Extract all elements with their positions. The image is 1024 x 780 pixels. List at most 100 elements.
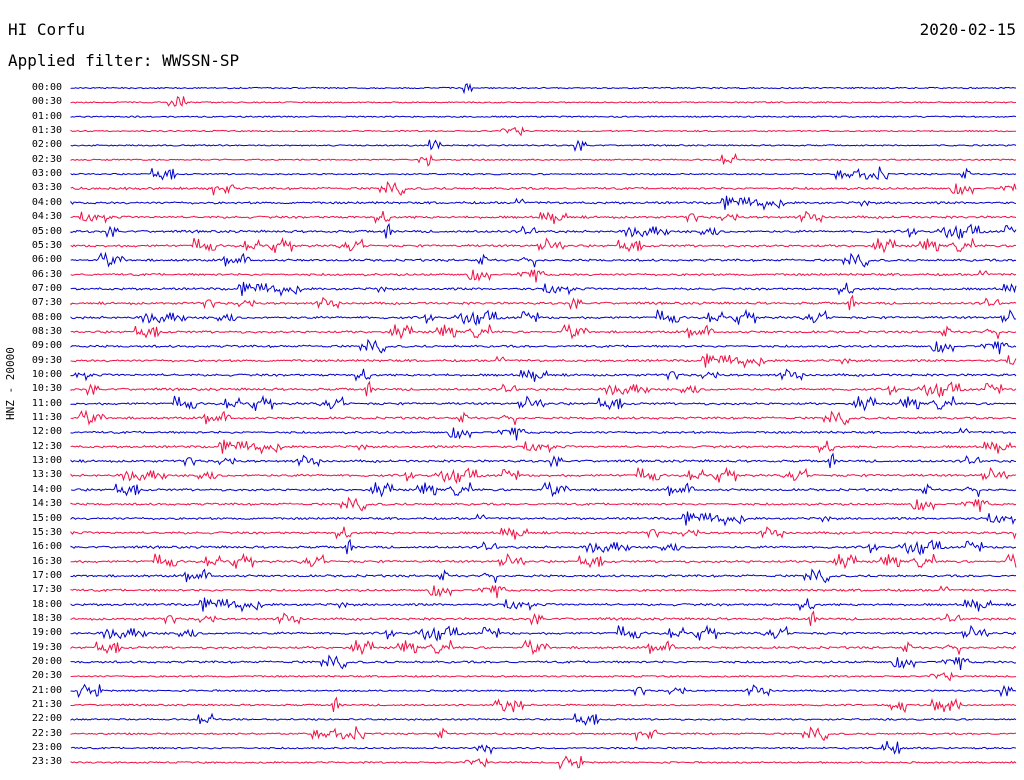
- time-label: 17:30: [31, 584, 62, 596]
- time-label: 01:30: [31, 125, 62, 137]
- trace-line: [70, 210, 1017, 225]
- trace-line: [70, 496, 1017, 513]
- time-label: 14:00: [31, 483, 62, 495]
- time-label: 23:00: [31, 742, 62, 754]
- trace-line: [70, 452, 1016, 469]
- time-label: 11:00: [31, 397, 62, 409]
- trace-line: [70, 152, 1017, 167]
- time-label: 07:00: [31, 282, 62, 294]
- time-label: 10:30: [31, 383, 62, 395]
- trace-line: [70, 427, 1017, 441]
- trace-line: [70, 308, 1016, 327]
- trace-line: [70, 222, 1017, 241]
- time-label: 12:00: [31, 426, 62, 438]
- trace-line: [70, 481, 1017, 498]
- trace-line: [70, 294, 1017, 311]
- time-label: 04:30: [31, 211, 62, 223]
- trace-line: [70, 237, 1017, 254]
- time-label: 05:00: [31, 225, 62, 237]
- time-label: 07:30: [31, 297, 62, 309]
- trace-line: [70, 654, 1017, 670]
- trace-line: [70, 195, 1017, 211]
- trace-line: [70, 683, 1017, 699]
- trace-line: [70, 696, 1017, 714]
- trace-line: [70, 610, 1017, 626]
- trace-line: [70, 380, 1017, 398]
- station-name: HI Corfu: [8, 20, 86, 39]
- time-label: 08:00: [31, 311, 62, 323]
- time-label: 18:30: [31, 612, 62, 624]
- time-label: 11:30: [31, 412, 62, 424]
- record-date: 2020-02-15: [919, 20, 1016, 39]
- time-label: 20:30: [31, 670, 62, 682]
- time-label: 05:30: [31, 239, 62, 251]
- time-label: 03:30: [31, 182, 62, 194]
- time-label: 22:00: [31, 713, 62, 725]
- time-label: 08:30: [31, 325, 62, 337]
- trace-line: [70, 394, 1017, 412]
- time-label: 02:30: [31, 153, 62, 165]
- trace-line: [70, 511, 1017, 527]
- time-label: 00:00: [31, 82, 62, 93]
- trace-line: [70, 82, 1016, 95]
- trace-line: [70, 180, 1017, 196]
- trace-line: [70, 597, 1016, 613]
- time-label: 15:00: [31, 512, 62, 524]
- time-label: 00:30: [31, 96, 62, 108]
- trace-line: [70, 338, 1017, 355]
- trace-line: [70, 526, 1017, 540]
- time-label: 17:00: [31, 569, 62, 581]
- time-label: 16:00: [31, 541, 62, 553]
- time-label: 12:30: [31, 440, 62, 452]
- time-label: 19:00: [31, 627, 62, 639]
- time-label: 19:30: [31, 641, 62, 653]
- time-label: 06:00: [31, 254, 62, 266]
- trace-line: [70, 96, 1017, 107]
- trace-line: [70, 726, 1016, 742]
- time-label: 18:00: [31, 598, 62, 610]
- time-label: 06:30: [31, 268, 62, 280]
- trace-line: [70, 740, 1017, 756]
- trace-line: [70, 568, 1017, 584]
- trace-line: [70, 439, 1017, 455]
- time-label: 22:30: [31, 727, 62, 739]
- trace-line: [70, 269, 1017, 283]
- time-label: 01:00: [31, 110, 62, 122]
- time-label: 13:00: [31, 455, 62, 467]
- trace-line: [70, 353, 1017, 369]
- filter-label: Applied filter: WWSSN-SP: [8, 51, 240, 70]
- time-label: 13:30: [31, 469, 62, 481]
- trace-line: [70, 466, 1017, 485]
- time-label: 10:00: [31, 369, 62, 380]
- time-label: 09:00: [31, 340, 62, 352]
- trace-line: [70, 755, 1017, 770]
- time-label: 14:30: [31, 498, 62, 510]
- trace-line: [70, 126, 1016, 137]
- time-label: 02:00: [31, 139, 62, 151]
- time-label: 21:00: [31, 684, 62, 696]
- trace-line: [70, 552, 1017, 570]
- time-label: 09:30: [31, 354, 62, 366]
- time-label: 21:30: [31, 699, 62, 711]
- trace-line: [70, 585, 1017, 599]
- trace-line: [70, 712, 1017, 726]
- trace-line: [70, 368, 1017, 382]
- time-label: 04:00: [31, 196, 62, 208]
- time-label: 23:30: [31, 756, 62, 768]
- trace-line: [70, 638, 1017, 656]
- time-label: 20:00: [31, 656, 62, 667]
- trace-line: [70, 166, 1017, 181]
- trace-line: [70, 409, 1017, 426]
- trace-line: [70, 115, 1017, 119]
- time-label: 16:30: [31, 555, 62, 567]
- trace-line: [70, 139, 1017, 153]
- trace-line: [70, 251, 1017, 268]
- trace-line: [70, 538, 1017, 556]
- trace-line: [70, 323, 1017, 340]
- time-label: 15:30: [31, 526, 62, 538]
- trace-line: [70, 671, 1017, 682]
- trace-line: [70, 624, 1017, 642]
- trace-line: [70, 281, 1017, 297]
- time-label: 03:00: [31, 168, 62, 180]
